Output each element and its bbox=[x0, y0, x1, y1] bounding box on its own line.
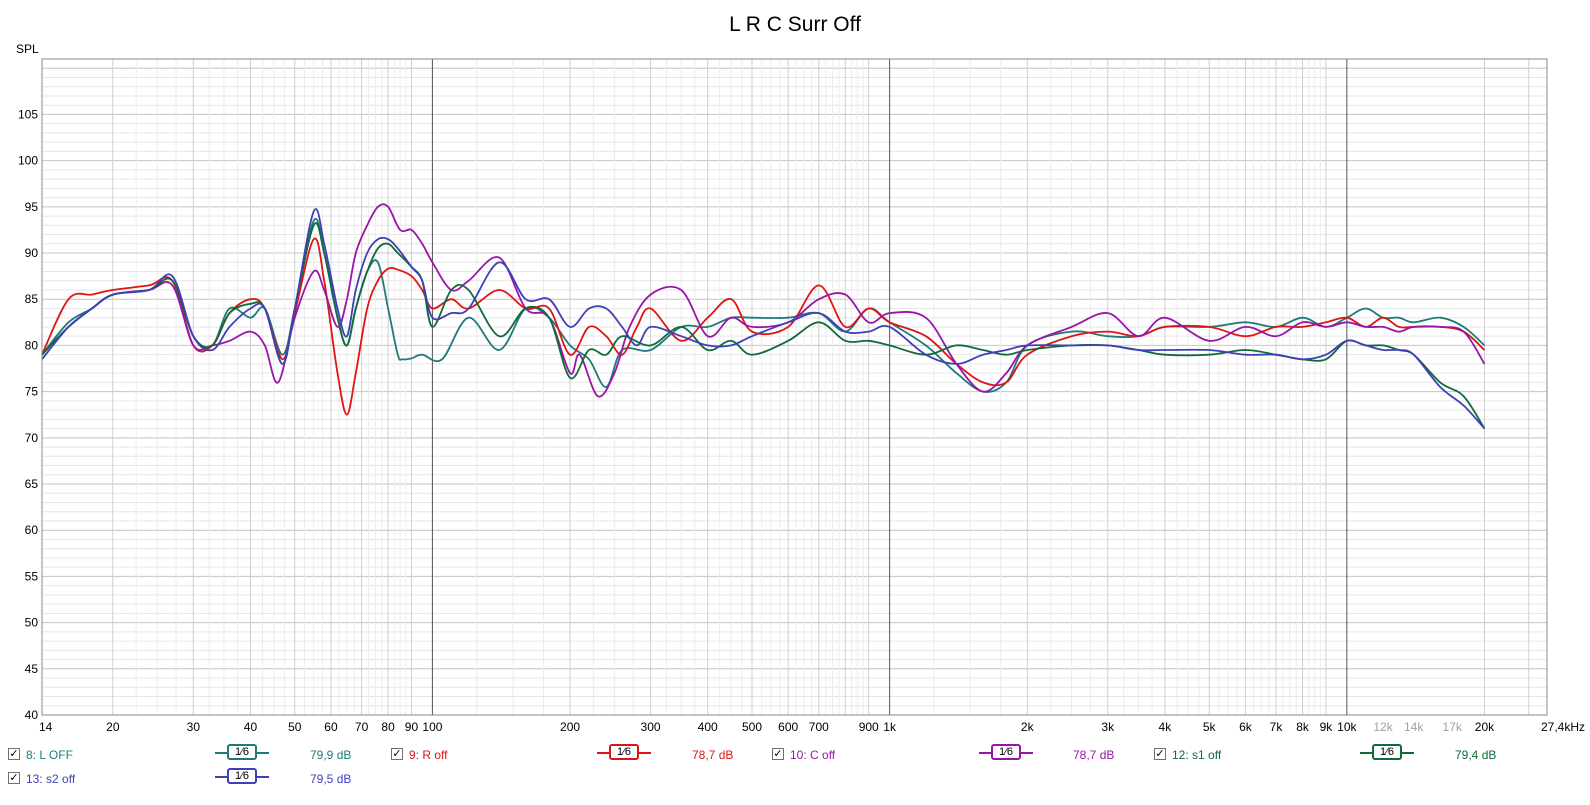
y-tick-label: 90 bbox=[25, 246, 39, 260]
y-tick-label: 85 bbox=[25, 292, 39, 306]
checkbox[interactable]: ✓ bbox=[8, 748, 20, 760]
smoothing-label: 1⁄6 bbox=[991, 744, 1021, 760]
y-tick-label: 50 bbox=[25, 616, 39, 630]
x-tick-label: 80 bbox=[381, 720, 395, 734]
series-label: 13: s2 off bbox=[26, 772, 76, 786]
series-line-10-c-off bbox=[41, 203, 1486, 398]
checkbox[interactable]: ✓ bbox=[391, 748, 403, 760]
y-tick-label: 55 bbox=[25, 569, 39, 583]
series-label: 8: L OFF bbox=[26, 748, 73, 762]
checkbox[interactable]: ✓ bbox=[1154, 748, 1166, 760]
series-label: 9: R off bbox=[409, 748, 448, 762]
y-tick-label: 80 bbox=[25, 338, 39, 352]
frequency-response-chart: L R C Surr Off SPL 40 45 50 55 60 65 70 75 80 85 9… bbox=[16, 13, 1585, 734]
series-label: 10: C off bbox=[790, 748, 836, 762]
x-tick-label: 12k bbox=[1373, 720, 1393, 734]
x-tick-label: 2k bbox=[1021, 720, 1035, 734]
plot-background bbox=[42, 59, 1547, 715]
x-tick-label: 9k bbox=[1320, 720, 1334, 734]
series-line-13-s2-off bbox=[41, 208, 1486, 430]
x-tick-label: 500 bbox=[742, 720, 762, 734]
y-tick-label: 60 bbox=[25, 523, 39, 537]
x-tick-label: 300 bbox=[641, 720, 661, 734]
smoothing-label: 1⁄6 bbox=[227, 744, 257, 760]
legend-row-2: ✓ 13: s2 off 1⁄6 79,5 dB bbox=[0, 768, 1590, 790]
x-tick-label: 400 bbox=[698, 720, 718, 734]
checkbox[interactable]: ✓ bbox=[772, 748, 784, 760]
x-tick-label: 20 bbox=[106, 720, 120, 734]
x-tick-label: 4k bbox=[1159, 720, 1173, 734]
y-tick-label: 105 bbox=[18, 107, 38, 121]
level-value: 78,7 dB bbox=[692, 748, 734, 762]
x-tick-label: 17k bbox=[1443, 720, 1463, 734]
x-tick-label: 700 bbox=[809, 720, 829, 734]
level-value: 78,7 dB bbox=[1073, 748, 1115, 762]
y-tick-label: 65 bbox=[25, 477, 39, 491]
x-tick-label: 90 bbox=[405, 720, 419, 734]
x-tick-label: 70 bbox=[355, 720, 369, 734]
level-value: 79,5 dB bbox=[310, 772, 352, 786]
y-tick-label: 75 bbox=[25, 385, 39, 399]
y-tick-label: 95 bbox=[25, 200, 39, 214]
x-tick-label: 30 bbox=[187, 720, 201, 734]
smoothing-label: 1⁄6 bbox=[609, 744, 639, 760]
y-tick-label: 100 bbox=[18, 154, 38, 168]
x-tick-label: 27,4kHz bbox=[1541, 720, 1585, 734]
level-value: 79,4 dB bbox=[1455, 748, 1497, 762]
x-tick-label: 200 bbox=[560, 720, 580, 734]
x-tick-label: 5k bbox=[1203, 720, 1217, 734]
y-tick-label: 45 bbox=[25, 662, 39, 676]
smoothing-selector[interactable]: 1⁄6 bbox=[979, 744, 1033, 762]
x-tick-label: 40 bbox=[244, 720, 258, 734]
x-tick-label: 3k bbox=[1101, 720, 1115, 734]
plot-frame bbox=[41, 58, 1548, 716]
x-tick-label: 100 bbox=[422, 720, 442, 734]
y-tick-label: 70 bbox=[25, 431, 39, 445]
x-tick-label: 6k bbox=[1239, 720, 1253, 734]
checkbox[interactable]: ✓ bbox=[8, 772, 20, 784]
curves bbox=[41, 203, 1486, 430]
grid bbox=[42, 58, 1547, 716]
x-tick-label: 900 bbox=[859, 720, 879, 734]
x-tick-label: 60 bbox=[324, 720, 338, 734]
x-tick-label: 600 bbox=[778, 720, 798, 734]
smoothing-selector[interactable]: 1⁄6 bbox=[597, 744, 651, 762]
level-value: 79,9 dB bbox=[310, 748, 352, 762]
x-tick-label: 7k bbox=[1270, 720, 1284, 734]
smoothing-selector[interactable]: 1⁄6 bbox=[215, 768, 269, 786]
smoothing-selector[interactable]: 1⁄6 bbox=[215, 744, 269, 762]
series-label: 12: s1 off bbox=[1172, 748, 1222, 762]
legend-row-1: ✓ 8: L OFF 1⁄6 79,9 dB ✓ 9: R off 1⁄6 78… bbox=[0, 744, 1590, 766]
y-tick-label: 40 bbox=[25, 708, 39, 722]
x-tick-label: 14 bbox=[39, 720, 53, 734]
x-tick-label: 20k bbox=[1475, 720, 1495, 734]
x-tick-label: 1k bbox=[883, 720, 897, 734]
smoothing-selector[interactable]: 1⁄6 bbox=[1360, 744, 1414, 762]
smoothing-label: 1⁄6 bbox=[227, 768, 257, 784]
chart-title: L R C Surr Off bbox=[729, 13, 861, 36]
axis-ticks: 40 45 50 55 60 65 70 75 80 85 90 95 100 105 14 20 30 40 50… bbox=[18, 107, 1585, 734]
x-tick-label: 14k bbox=[1404, 720, 1424, 734]
smoothing-label: 1⁄6 bbox=[1372, 744, 1402, 760]
x-tick-label: 50 bbox=[288, 720, 302, 734]
x-tick-label: 10k bbox=[1337, 720, 1357, 734]
x-tick-label: 8k bbox=[1296, 720, 1310, 734]
y-axis-label: SPL bbox=[16, 42, 39, 56]
series-line-9-r-off bbox=[41, 237, 1486, 416]
